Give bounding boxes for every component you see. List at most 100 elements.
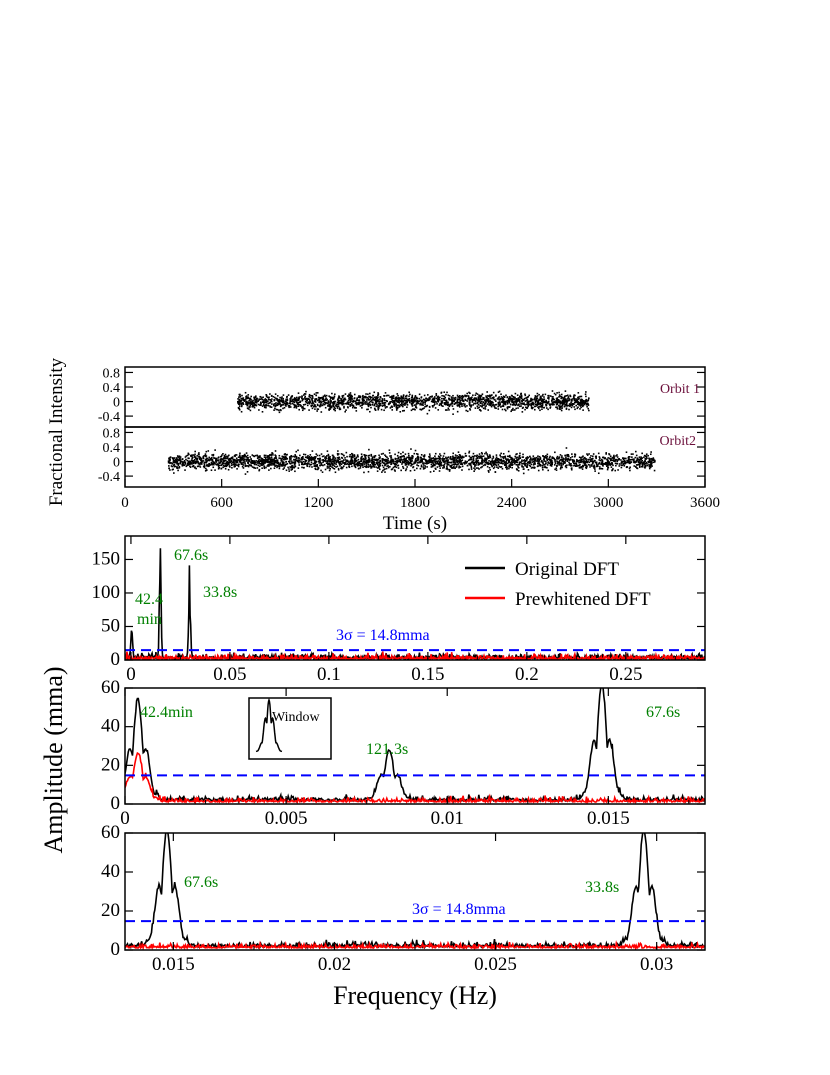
data-point [285, 401, 288, 404]
data-point [202, 460, 205, 462]
data-point [392, 395, 395, 398]
data-point [582, 455, 584, 458]
data-point [298, 397, 300, 400]
data-point [286, 402, 289, 405]
data-point [406, 460, 409, 462]
data-point [196, 455, 199, 457]
data-point [506, 403, 509, 405]
data-point [378, 466, 380, 469]
data-point [503, 456, 505, 458]
data-point [478, 396, 481, 398]
data-point [469, 464, 471, 466]
data-point [549, 458, 552, 461]
data-point [410, 448, 412, 450]
data-point [434, 452, 437, 455]
orbit1-panel: 0.80.40-0.4 [98, 366, 706, 428]
data-point [192, 459, 194, 462]
data-point [254, 454, 257, 457]
data-point [400, 399, 402, 401]
data-point [393, 465, 396, 468]
data-point [256, 467, 259, 469]
data-point [351, 462, 354, 464]
data-point [434, 461, 437, 464]
data-point [351, 459, 354, 461]
data-point [263, 462, 265, 464]
data-point [353, 400, 356, 402]
data-point [266, 458, 268, 461]
data-point [253, 462, 255, 464]
data-point [390, 463, 393, 465]
data-point [446, 459, 449, 462]
data-point [449, 456, 452, 458]
data-point [496, 466, 498, 468]
data-point [594, 461, 597, 464]
data-point [459, 400, 461, 403]
data-point [295, 396, 298, 399]
data-point [427, 460, 430, 462]
data-point [508, 400, 511, 403]
data-point [323, 459, 325, 462]
data-point [348, 465, 350, 467]
data-point [652, 459, 655, 462]
data-point [357, 458, 360, 461]
data-point [555, 406, 557, 409]
data-point [509, 456, 511, 459]
data-point [440, 400, 443, 403]
data-point [353, 463, 356, 465]
data-point [387, 466, 390, 469]
data-point [411, 408, 414, 411]
data-point [241, 404, 243, 406]
data-point [351, 406, 354, 409]
data-point [561, 466, 563, 469]
data-point [435, 393, 438, 395]
data-point [503, 401, 505, 404]
data-point [304, 393, 307, 395]
data-point [225, 457, 227, 459]
data-point [263, 406, 266, 409]
data-point [554, 451, 556, 454]
data-point [241, 394, 243, 397]
data-point [278, 465, 281, 468]
data-point [550, 459, 553, 461]
data-point [348, 397, 350, 399]
data-point [483, 401, 485, 404]
data-point [219, 458, 222, 461]
data-point [443, 399, 445, 401]
data-point [487, 401, 490, 404]
data-point [310, 461, 313, 464]
data-point [498, 465, 501, 468]
data-point [500, 458, 502, 461]
data-point [530, 457, 532, 460]
data-point [644, 457, 647, 460]
data-point [395, 409, 398, 411]
data-point [458, 466, 460, 469]
data-point [260, 460, 262, 462]
data-point [489, 462, 492, 465]
data-point [178, 455, 181, 458]
data-point [629, 466, 631, 469]
data-point [490, 405, 493, 408]
data-point [362, 401, 364, 404]
data-point [308, 398, 311, 401]
data-point [478, 453, 481, 455]
data-point [520, 394, 523, 397]
data-point [535, 396, 538, 398]
data-point [531, 401, 534, 404]
data-point [495, 461, 498, 464]
data-point [275, 461, 277, 464]
data-point [502, 462, 504, 465]
data-point [430, 463, 433, 466]
data-point [215, 458, 217, 460]
data-point [286, 398, 289, 400]
data-point [327, 463, 329, 466]
data-point [511, 457, 514, 460]
data-point [537, 461, 540, 463]
data-point [223, 465, 226, 468]
data-point [565, 408, 568, 410]
data-point [410, 458, 412, 460]
data-point [638, 466, 641, 468]
data-point [356, 398, 358, 401]
data-point [423, 394, 426, 397]
data-point [469, 462, 472, 465]
data-point [443, 403, 446, 405]
